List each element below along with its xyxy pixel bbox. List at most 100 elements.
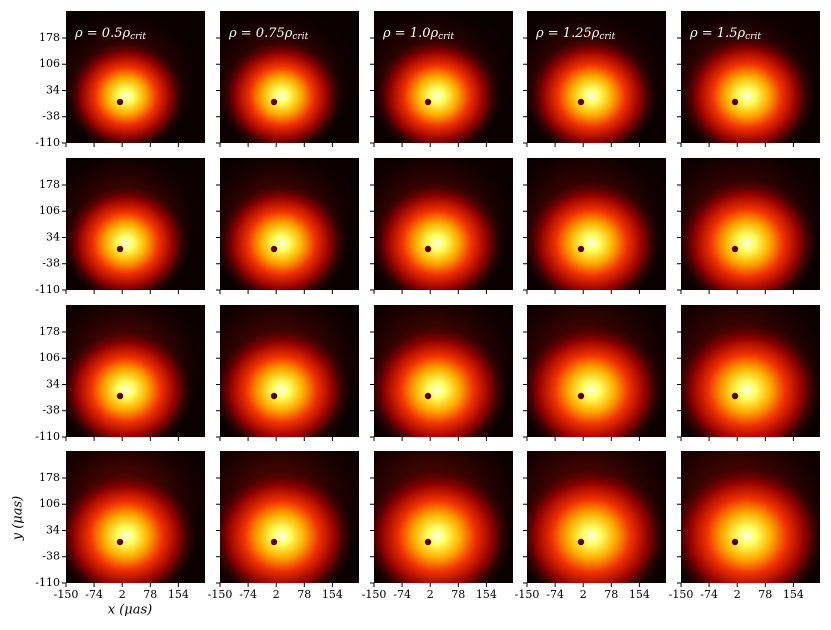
image	[527, 158, 666, 290]
title-sub: crit	[292, 32, 308, 42]
glow	[220, 323, 353, 437]
panel: ρ = 1.5ρcrit	[677, 11, 820, 147]
panel: ρ = 1.25ρcrit	[523, 11, 666, 147]
y-tick-label: -110	[35, 576, 60, 589]
image	[374, 158, 513, 290]
glow	[220, 36, 346, 143]
shadow	[577, 392, 585, 400]
image	[374, 305, 513, 437]
image	[66, 158, 205, 290]
x-tick-label: 78	[758, 588, 772, 601]
glow	[681, 174, 820, 290]
x-tick-label: -150	[54, 588, 79, 601]
shadow	[577, 538, 585, 546]
image	[220, 11, 359, 143]
image	[374, 11, 513, 143]
x-tick-label: 78	[143, 588, 157, 601]
shadow	[270, 98, 278, 106]
glow	[681, 318, 820, 437]
title-sub: crit	[438, 32, 454, 42]
y-tick-label: 178	[39, 471, 60, 484]
image	[374, 451, 513, 583]
panel-title: ρ = 1.5ρcrit	[689, 26, 761, 42]
glow	[374, 34, 503, 143]
glow	[66, 38, 188, 143]
image	[681, 11, 820, 143]
panel	[677, 305, 820, 441]
shadow	[424, 98, 432, 106]
y-tick-label: 34	[46, 230, 60, 243]
glow	[527, 319, 666, 437]
x-tick-label: -74	[239, 588, 257, 601]
y-tick-label: 34	[46, 83, 60, 96]
y-tick-label: 106	[39, 351, 60, 364]
image	[527, 11, 666, 143]
y-tick-label: 106	[39, 204, 60, 217]
title-sub: crit	[745, 32, 761, 42]
y-tick-label: -38	[42, 404, 60, 417]
image	[66, 11, 205, 143]
x-tick-label: 2	[427, 588, 434, 601]
panel	[523, 305, 666, 441]
x-tick-label: 154	[168, 588, 189, 601]
shadow	[116, 98, 124, 106]
panel: -150 -74 2 78 154	[362, 451, 513, 601]
y-tick-label: 106	[39, 57, 60, 70]
glow	[220, 465, 357, 583]
panel: -110 -38 34 106 178	[35, 305, 205, 443]
glow	[527, 176, 663, 290]
x-tick-label: -74	[700, 588, 718, 601]
shadow	[270, 538, 278, 546]
title-main: ρ = 1.5ρ	[689, 26, 745, 41]
image	[681, 158, 820, 290]
x-tick-label: 78	[604, 588, 618, 601]
shadow	[731, 538, 739, 546]
y-axis-label: y (μas)	[11, 496, 26, 542]
title-main: ρ = 0.5ρ	[74, 26, 130, 41]
x-tick-label: 2	[580, 588, 587, 601]
x-tick-label: -150	[362, 588, 387, 601]
glow	[66, 181, 192, 290]
title-main: ρ = 1.25ρ	[535, 26, 600, 41]
glow	[374, 178, 507, 290]
shadow	[424, 245, 432, 253]
glow	[66, 467, 200, 583]
glow	[527, 32, 660, 143]
image	[681, 451, 820, 583]
shadow	[731, 392, 739, 400]
y-tick-label: 178	[39, 325, 60, 338]
panel-title: ρ = 1.25ρcrit	[535, 26, 616, 42]
y-tick-label: 34	[46, 377, 60, 390]
y-tick-label: -110	[35, 430, 60, 443]
x-tick-label: -74	[393, 588, 411, 601]
image	[66, 451, 205, 583]
x-tick-label: 2	[273, 588, 280, 601]
glow	[66, 325, 196, 437]
title-main: ρ = 1.0ρ	[382, 26, 438, 41]
panel: -150 -74 2 78 154	[515, 451, 666, 601]
x-tick-label: -74	[546, 588, 564, 601]
panel: -110 -38 34 106 178 ρ = 0.5ρcrit	[35, 11, 205, 149]
x-tick-label: 154	[476, 588, 497, 601]
glow	[527, 462, 666, 583]
y-tick-label: -110	[35, 283, 60, 296]
image	[220, 305, 359, 437]
y-tick-label: -38	[42, 257, 60, 270]
x-tick-label: -74	[85, 588, 103, 601]
glow	[374, 321, 511, 437]
shadow	[424, 538, 432, 546]
panel: -150 -74 2 78 154	[208, 451, 359, 601]
shadow	[270, 245, 278, 253]
image	[220, 158, 359, 290]
shadow	[116, 245, 124, 253]
y-tick-label: -110	[35, 136, 60, 149]
y-tick-label: -38	[42, 550, 60, 563]
x-tick-label: -150	[515, 588, 540, 601]
x-tick-label: 78	[451, 588, 465, 601]
panel: -150 -74 2 78 154	[669, 451, 820, 601]
y-tick-label: 178	[39, 31, 60, 44]
title-sub: crit	[599, 32, 615, 42]
panel-title: ρ = 0.75ρcrit	[228, 26, 309, 42]
x-tick-label: -150	[669, 588, 694, 601]
